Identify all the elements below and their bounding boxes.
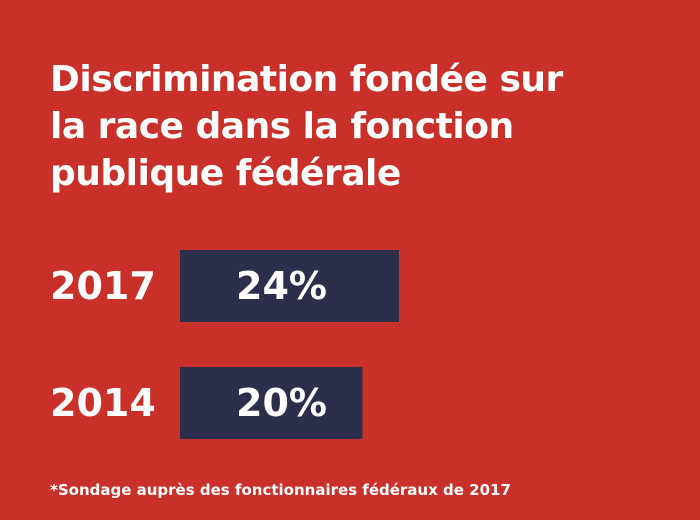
title-line: la race dans la fonction [50, 106, 514, 147]
category-label: 2014 [50, 381, 156, 425]
title-line: publique fédérale [50, 153, 401, 194]
chart-title: Discrimination fondée sur la race dans l… [50, 56, 650, 197]
data-label: 20% [236, 381, 327, 425]
footnote: *Sondage auprès des fonctionnaires fédér… [50, 481, 511, 499]
bar [180, 367, 363, 439]
bar [180, 250, 399, 322]
data-label: 24% [236, 264, 327, 308]
title-line: Discrimination fondée sur [50, 59, 563, 100]
category-label: 2017 [50, 264, 156, 308]
